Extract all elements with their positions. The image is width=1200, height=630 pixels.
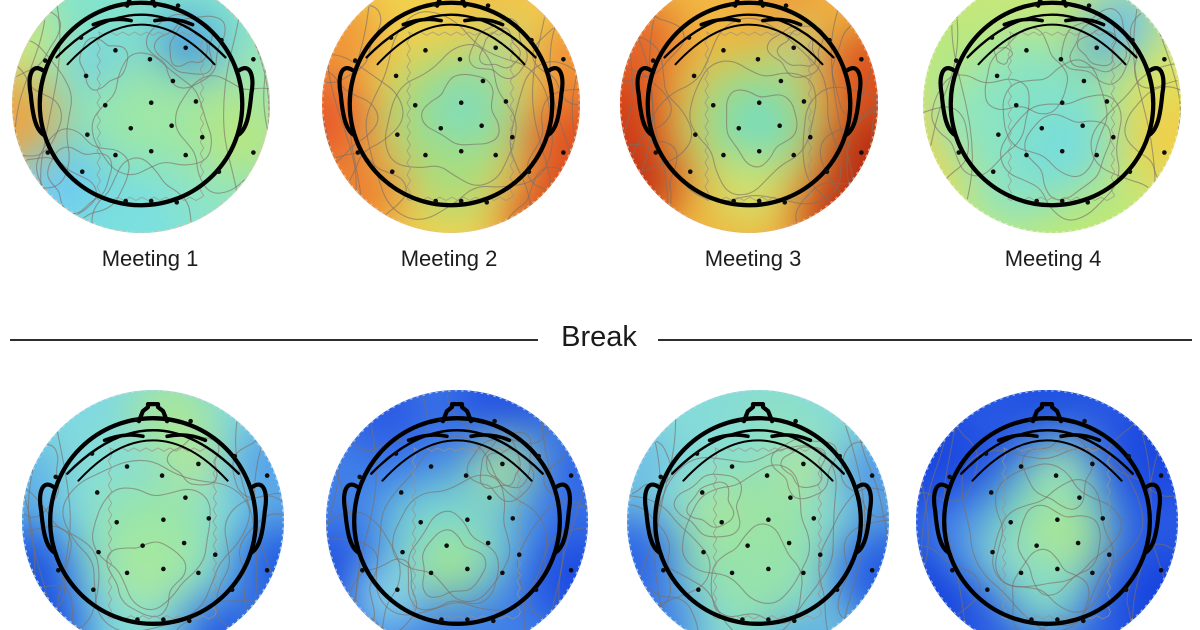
label-meeting-2: Meeting 2 [400,246,498,271]
electrode-dots [42,2,256,205]
topomap-after-break-4 [916,390,1178,630]
topomap-after-break-2 [326,390,588,630]
label-meeting-3: Meeting 3 [704,246,802,271]
electrode-dots [650,2,864,205]
electrode-dots [357,417,574,624]
label-meeting-1: Meeting 1 [101,246,199,271]
break-divider-line-right [658,339,1192,341]
topomap-meeting-1 [12,0,270,233]
break-divider-line-left [10,339,538,341]
topomap-meeting-3 [620,0,878,233]
head-outline [342,402,572,626]
electrode-dots [53,417,270,624]
electrode-dots [658,417,875,624]
electrode-dots [947,417,1164,624]
electrode-dots [352,2,566,205]
head-outline [932,402,1162,626]
label-meeting-4: Meeting 4 [1004,246,1102,271]
topomap-meeting-4 [923,0,1181,233]
head-outline [938,0,1166,208]
topomap-meeting-2 [322,0,580,233]
topomap-after-break-1 [22,390,284,630]
head-outline [337,0,565,208]
head-outline [635,0,863,208]
head-outline [643,402,873,626]
head-outline [27,0,255,208]
topomap-after-break-3 [627,390,889,630]
break-divider-label: Break [561,321,637,353]
head-outline [38,402,268,626]
electrode-dots [953,2,1167,205]
